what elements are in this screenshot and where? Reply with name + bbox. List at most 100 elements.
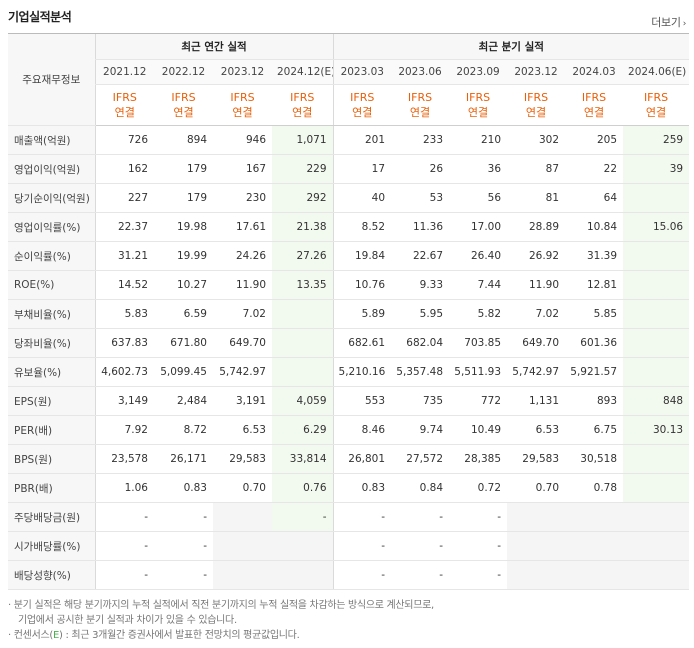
table-cell: 637.83 [94, 328, 154, 358]
table-cell: 210 [449, 125, 508, 155]
table-cell [213, 531, 272, 561]
table-cell: 682.04 [391, 328, 450, 358]
table-cell: 205 [565, 125, 624, 155]
footnote-consensus-prefix: 컨센서스( [13, 630, 54, 641]
table-cell: - [391, 531, 450, 561]
table-cell: 10.76 [332, 270, 392, 300]
table-cell: 17.61 [213, 212, 272, 242]
table-cell [272, 560, 334, 590]
table-cell [623, 357, 690, 387]
table-cell: - [154, 560, 213, 590]
row-label: PBR(배) [8, 473, 95, 503]
table-cell: 726 [94, 125, 154, 155]
table-cell [272, 357, 334, 387]
table-cell: 30.13 [623, 415, 690, 445]
accounting-standard: IFRS 연결 [332, 84, 392, 126]
table-cell: 4,059 [272, 386, 334, 416]
table-cell: 26.40 [449, 241, 508, 271]
table-cell: 10.27 [154, 270, 213, 300]
row-label: 부채비율(%) [8, 299, 95, 329]
table-cell: 671.80 [154, 328, 213, 358]
period-header: 2024.03 [565, 59, 624, 85]
table-cell: 7.44 [449, 270, 508, 300]
table-cell: 233 [391, 125, 450, 155]
table-row: 배당성향(%) - - - - - [8, 560, 690, 590]
table-cell [272, 299, 334, 329]
table-cell: 8.46 [332, 415, 392, 445]
standard-ifrs-label: IFRS [407, 91, 433, 104]
group-quarter-header: 최근 분기 실적 [332, 33, 690, 60]
period-header: 2024.06(E) [623, 59, 690, 85]
table-cell: 5.83 [94, 299, 154, 329]
standard-consolidated-label: 연결 [409, 106, 431, 119]
chevron-right-icon: › [682, 19, 687, 29]
table-cell: 33,814 [272, 444, 334, 474]
period-header: 2023.12 [507, 59, 566, 85]
standard-consolidated-label: 연결 [645, 106, 667, 119]
accounting-standard: IFRS 연결 [449, 84, 508, 126]
table-cell: 735 [391, 386, 450, 416]
table-cell: 946 [213, 125, 272, 155]
footnotes: · 분기 실적은 해당 분기까지의 누적 실적에서 직전 분기까지의 누적 실적… [8, 598, 434, 643]
row-label: BPS(원) [8, 444, 95, 474]
table-cell: 601.36 [565, 328, 624, 358]
more-label[interactable]: 더보기 [651, 16, 681, 29]
standard-consolidated-label: 연결 [467, 106, 489, 119]
table-cell: 5.85 [565, 299, 624, 329]
row-label: 배당성향(%) [8, 560, 95, 590]
table-row: PBR(배) 1.06 0.83 0.70 0.76 0.83 0.84 0.72 0.70 0.… [8, 473, 690, 503]
table-cell: - [154, 531, 213, 561]
table-cell: 12.81 [565, 270, 624, 300]
page-title: 기업실적분석 [8, 10, 72, 24]
table-cell: - [154, 502, 213, 532]
period-header: 2022.12 [154, 59, 213, 85]
table-cell: 36 [449, 154, 508, 184]
table-cell: 7.02 [213, 299, 272, 329]
row-label: 매출액(억원) [8, 125, 95, 155]
table-cell [623, 299, 690, 329]
table-cell: 5,210.16 [332, 357, 392, 387]
table-cell: 772 [449, 386, 508, 416]
row-label: 당기순이익(억원) [8, 183, 95, 213]
table-cell: 0.83 [154, 473, 213, 503]
standard-ifrs-label: IFRS [171, 91, 196, 104]
table-cell: 40 [332, 183, 392, 213]
table-cell: 553 [332, 386, 392, 416]
table-cell: 893 [565, 386, 624, 416]
table-cell: 5,511.93 [449, 357, 508, 387]
table-cell: 64 [565, 183, 624, 213]
table-cell: - [94, 531, 154, 561]
footnote-quarterly-cont: 기업에서 공시한 분기 실적과 차이가 있을 수 있습니다. [18, 615, 237, 626]
table-cell [507, 531, 566, 561]
table-row: PER(배) 7.92 8.72 6.53 6.29 8.46 9.74 10.49 6.53 6… [8, 415, 690, 445]
table-cell: 302 [507, 125, 566, 155]
table-cell: 9.33 [391, 270, 450, 300]
table-cell: 167 [213, 154, 272, 184]
table-cell: 8.72 [154, 415, 213, 445]
table-cell: 2,484 [154, 386, 213, 416]
table-cell: 894 [154, 125, 213, 155]
table-cell: 13.35 [272, 270, 334, 300]
standard-consolidated-label: 연결 [292, 106, 313, 119]
accounting-standard: IFRS 연결 [213, 84, 272, 126]
table-cell: 1,131 [507, 386, 566, 416]
table-cell [623, 241, 690, 271]
footnote-quarterly: · 분기 실적은 해당 분기까지의 누적 실적에서 직전 분기까지의 누적 실적… [8, 600, 434, 611]
table-row: 당좌비율(%) 637.83 671.80 649.70 682.61 682.04 703… [8, 328, 690, 358]
more-link[interactable]: 더보기 › [651, 14, 686, 30]
table-cell: 848 [623, 386, 690, 416]
table-cell: 26 [391, 154, 450, 184]
table-cell: 26,801 [332, 444, 392, 474]
table-cell: 5,742.97 [507, 357, 566, 387]
table-corner-label: 주요재무정보 [8, 33, 95, 126]
table-cell: 26,171 [154, 444, 213, 474]
table-cell: 81 [507, 183, 566, 213]
table-cell: 19.84 [332, 241, 392, 271]
table-cell: 29,583 [507, 444, 566, 474]
table-cell: 3,149 [94, 386, 154, 416]
footnote-consensus-suffix: ) : 최근 3개월간 증권사에서 발표한 전망치의 평균값입니다. [59, 630, 300, 641]
table-cell: 30,518 [565, 444, 624, 474]
table-cell: - [449, 560, 508, 590]
table-cell: - [332, 502, 392, 532]
table-cell: 7.02 [507, 299, 566, 329]
